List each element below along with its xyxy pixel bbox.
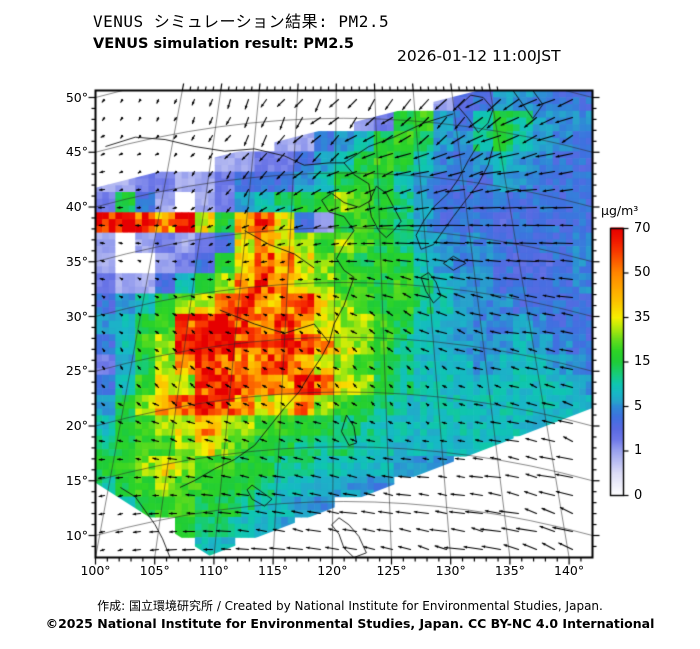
- copyright-line: ©2025 National Institute for Environment…: [45, 616, 655, 631]
- lon-tick-label: 130°: [435, 563, 466, 578]
- colorbar-tick-label: 35: [634, 309, 651, 325]
- colorbar-tick-label: 70: [634, 220, 651, 236]
- lat-tick-label: 40°: [65, 199, 88, 214]
- lat-tick-label: 30°: [65, 308, 88, 324]
- colorbar-tick-label: 5: [634, 398, 643, 414]
- lon-tick-label: 135°: [494, 563, 525, 578]
- lon-tick-label: 125°: [376, 563, 407, 578]
- colorbar-tick-label: 15: [634, 354, 651, 369]
- colorbar-tick-label: 0: [634, 487, 643, 503]
- colorbar-tick-label: 1: [634, 443, 643, 458]
- timestamp-label: 2026-01-12 11:00JST: [397, 47, 561, 65]
- credit-line: 作成: 国立環境研究所 / Created by National Instit…: [97, 599, 603, 613]
- page-title-japanese: VENUS シミュレーション結果: PM2.5: [93, 12, 390, 31]
- lon-tick-label: 115°: [258, 563, 289, 578]
- lat-tick-label: 10°: [65, 527, 88, 543]
- colorbar-unit-label: μg/m³: [601, 203, 639, 218]
- lat-tick-label: 25°: [65, 363, 88, 379]
- lat-tick-label: 50°: [65, 89, 88, 105]
- page-title-english: VENUS simulation result: PM2.5: [93, 36, 354, 52]
- lat-tick-label: 15°: [65, 472, 88, 488]
- colorbar-tick-label: 50: [634, 265, 651, 280]
- lon-tick-label: 105°: [139, 563, 170, 578]
- lon-tick-label: 140°: [554, 563, 585, 578]
- lon-tick-label: 120°: [317, 563, 348, 578]
- lon-tick-label: 100°: [80, 563, 111, 578]
- lat-tick-label: 35°: [65, 253, 88, 269]
- lat-tick-label: 20°: [65, 418, 88, 433]
- lat-tick-label: 45°: [65, 144, 88, 160]
- lon-tick-label: 110°: [198, 563, 229, 578]
